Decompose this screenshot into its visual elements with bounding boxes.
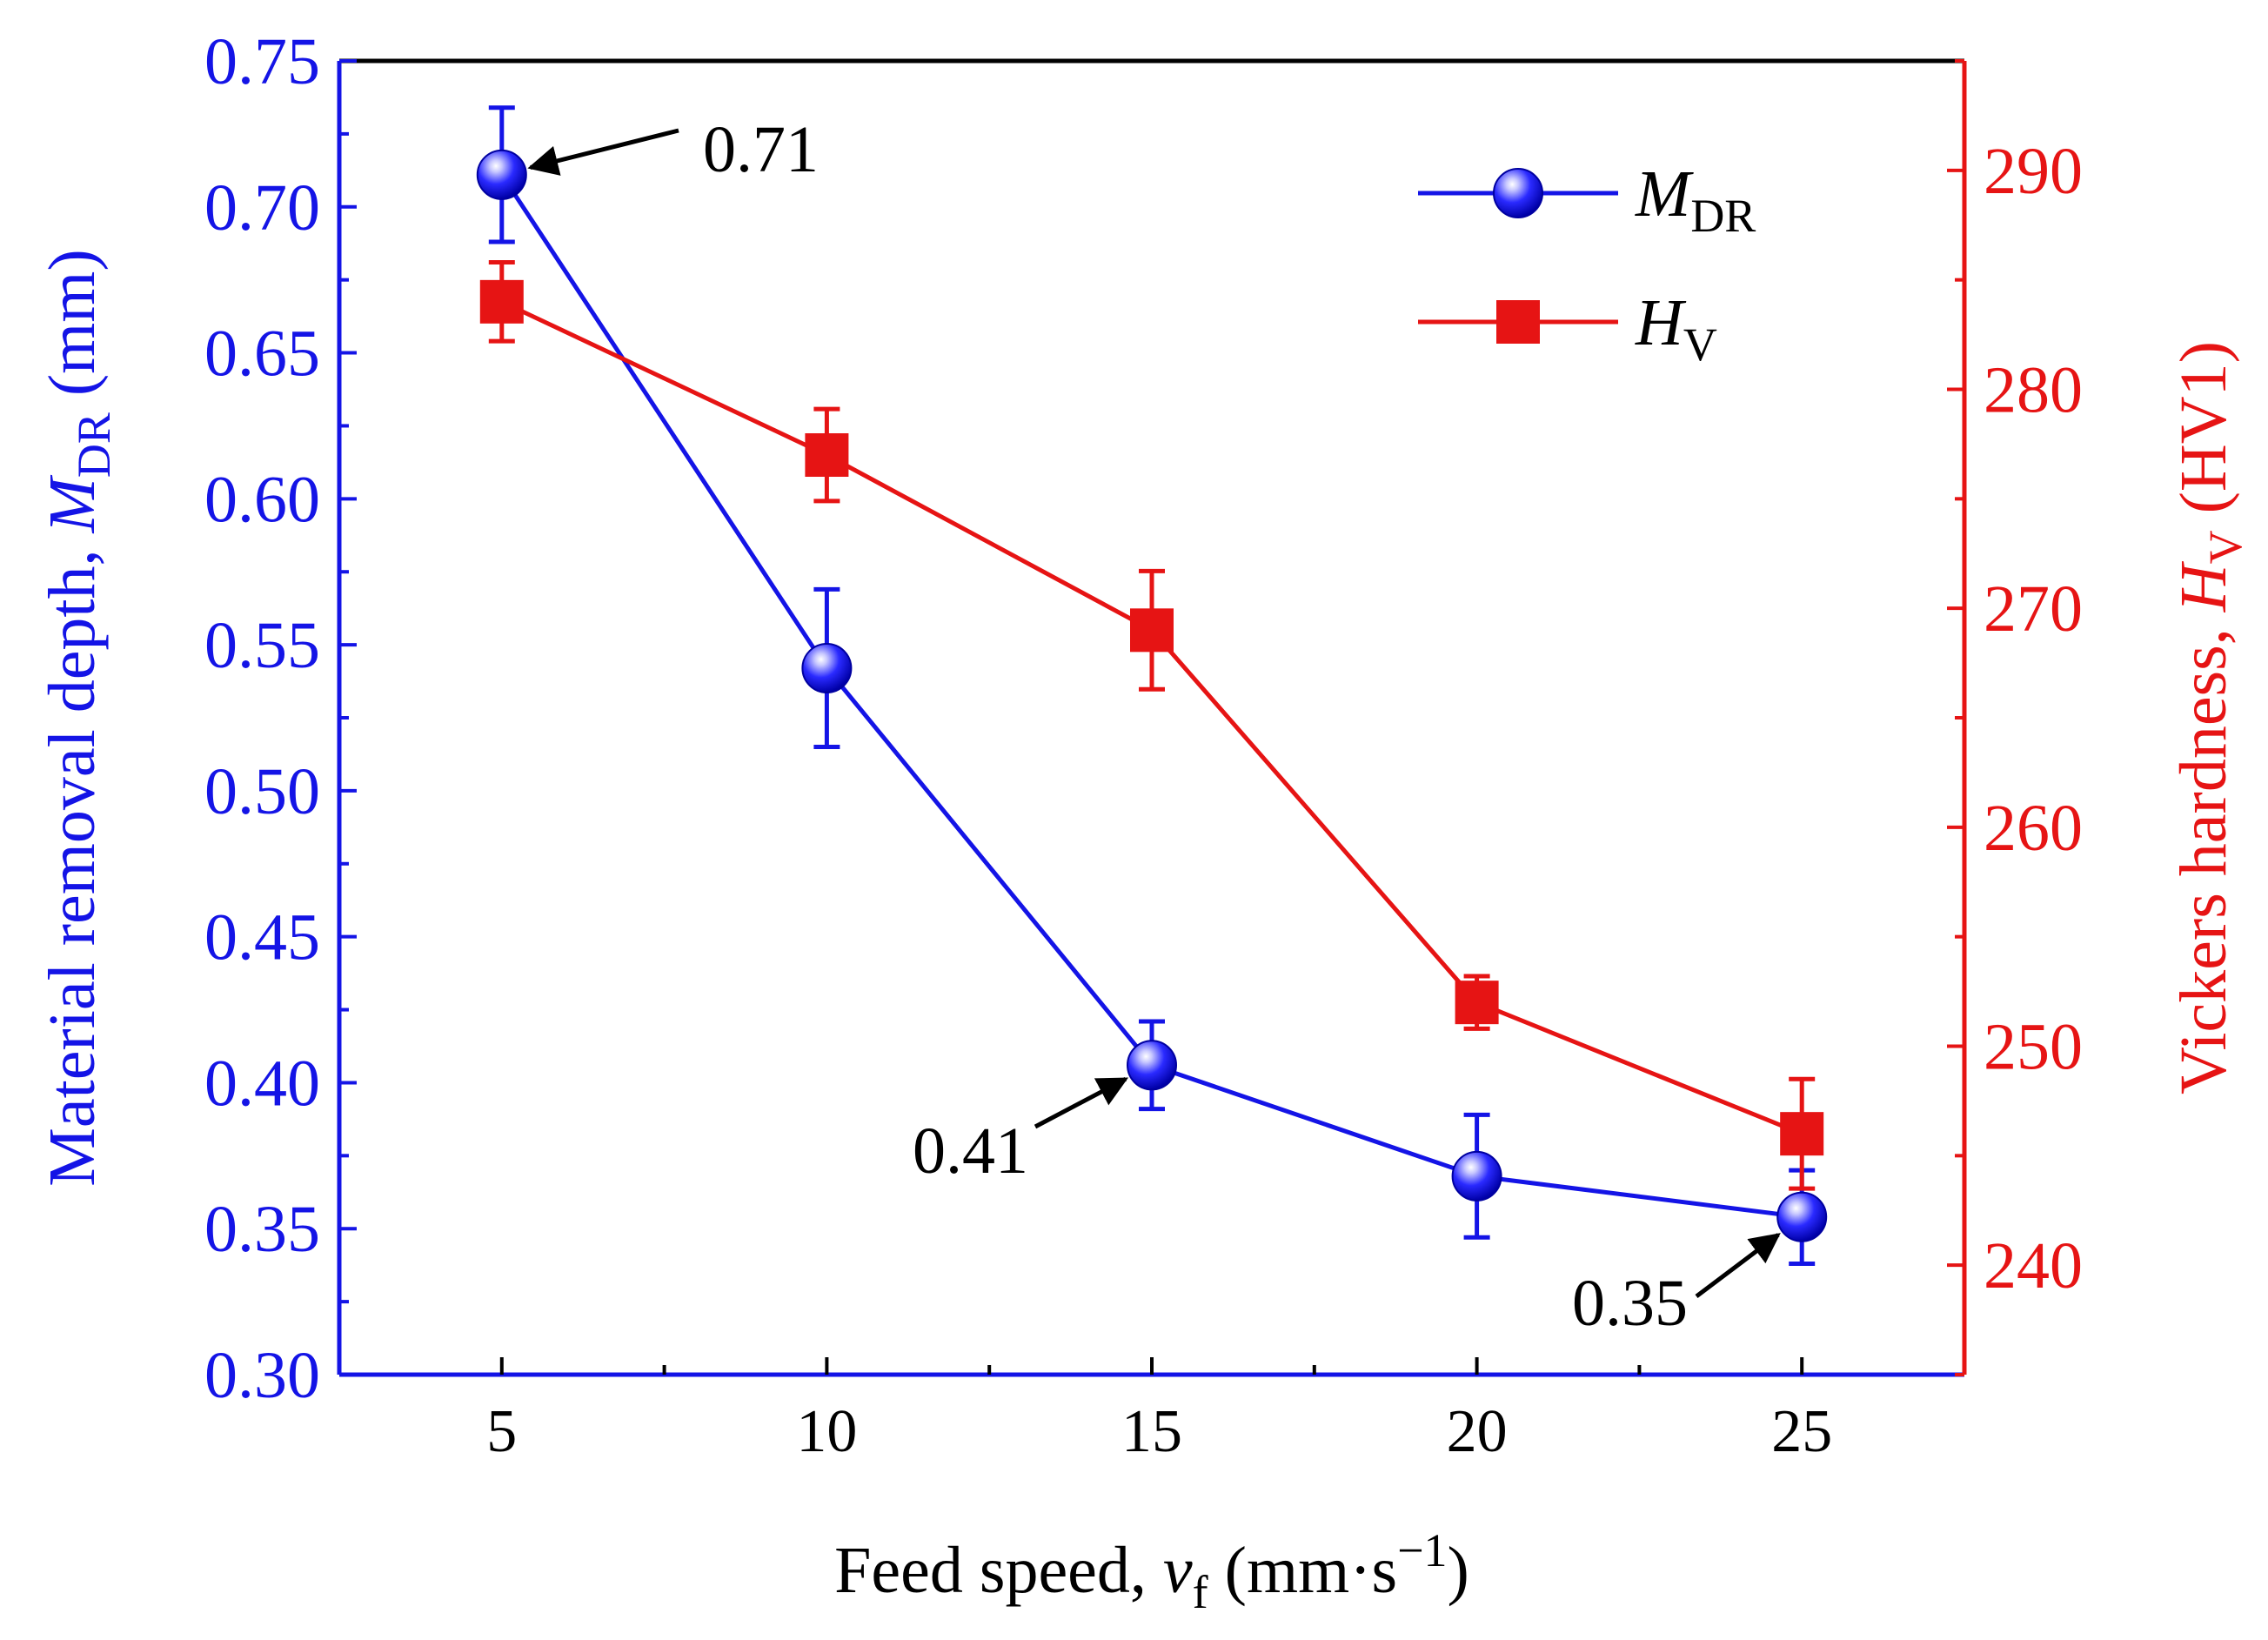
data-point [801, 642, 853, 693]
annotation-arrow [1034, 1076, 1129, 1129]
x-tick-label: 5 [486, 1398, 517, 1465]
x-label-close: ) [1448, 1534, 1469, 1607]
legend-var: M [1635, 157, 1694, 231]
annotation-label: 0.35 [1572, 1267, 1688, 1340]
y-left-label-unit: (mm) [36, 249, 109, 412]
legend-label: HV [1635, 286, 1717, 371]
x-label-sup: −1 [1397, 1524, 1447, 1576]
y-left-tick-label: 0.40 [204, 1047, 320, 1120]
y-left-tick-label: 0.35 [204, 1193, 320, 1266]
data-point [1130, 608, 1174, 653]
legend-entry: MDR [1418, 157, 1756, 242]
x-label-sub: f [1193, 1566, 1208, 1618]
x-label-var: v [1163, 1534, 1193, 1607]
y-right-tick-label: 250 [1984, 1011, 2083, 1084]
y-right-tick-label: 280 [1984, 354, 2083, 427]
legend-sub: DR [1690, 190, 1756, 242]
y-right-axis-label: Vickers hardness, HV (HV1) [2167, 341, 2251, 1094]
y-left-label-var: M [36, 474, 109, 533]
data-point [479, 279, 524, 324]
y-left-tick-label: 0.65 [204, 318, 320, 391]
x-label-unit: (mm·s [1208, 1534, 1397, 1607]
y-left-tick-label: 0.70 [204, 171, 320, 244]
legend-entry: HV [1418, 286, 1717, 371]
x-tick-label: 10 [796, 1398, 857, 1465]
y-left-tick-label: 0.50 [204, 755, 320, 828]
y-left-label-sub: DR [68, 412, 120, 478]
x-label-prefix: Feed speed, [834, 1534, 1163, 1607]
data-point [476, 149, 527, 200]
data-point [1451, 1150, 1502, 1202]
annotation-layer: 0.71 0.41 0.35 [527, 113, 1781, 1340]
y-right-tick-label: 290 [1984, 135, 2083, 208]
y-right-label-sub: V [2199, 530, 2251, 564]
y-left-tick-label: 0.75 [204, 25, 320, 98]
x-tick-label: 15 [1121, 1398, 1182, 1465]
annotation-label: 0.41 [913, 1115, 1028, 1188]
y-left-tick-label: 0.55 [204, 609, 320, 682]
annotation-label: 0.71 [703, 113, 819, 186]
series-H_V [479, 260, 1824, 1191]
data-point [805, 433, 849, 477]
data-point [1455, 981, 1499, 1025]
y-left-label-prefix: Material removal depth, [36, 532, 109, 1186]
data-point [1780, 1112, 1824, 1156]
y-left-axis-label: Material removal depth, MDR (mm) [36, 249, 120, 1186]
x-tick-label: 20 [1447, 1398, 1508, 1465]
annotation-arrow [1695, 1233, 1781, 1298]
y-left-tick-label: 0.60 [204, 463, 320, 536]
data-point [1127, 1040, 1177, 1091]
y-right-tick-label: 260 [1984, 792, 2083, 865]
x-tick-label: 25 [1771, 1398, 1832, 1465]
y-right-label-unit: (HV1) [2167, 341, 2240, 530]
y-right-label-prefix: Vickers hardness, [2167, 612, 2240, 1094]
y-left-tick-label: 0.30 [204, 1339, 320, 1412]
legend-label: MDR [1635, 157, 1756, 242]
legend-marker [1493, 168, 1543, 218]
legend-marker [1496, 300, 1540, 344]
series-M_DR [476, 105, 1828, 1266]
axis-labels: Feed speed, vf (mm·s−1) Material removal … [36, 249, 2251, 1618]
legend-var: H [1635, 286, 1687, 359]
y-left-tick-label: 0.45 [204, 901, 320, 974]
series-layer [476, 105, 1828, 1266]
legend-sub: V [1683, 318, 1717, 371]
data-point [1776, 1191, 1828, 1242]
y-right-tick-label: 270 [1984, 572, 2083, 646]
x-axis-label: Feed speed, vf (mm·s−1) [834, 1524, 1469, 1618]
y-right-label-var: H [2167, 560, 2240, 612]
annotation-arrow [527, 128, 679, 176]
series-line [500, 299, 1803, 1136]
y-right-tick-label: 240 [1984, 1229, 2083, 1302]
axes: 5 10 15 20 25 0.30 0.35 0.40 0.45 0.50 0.55 0.60 0.6… [204, 25, 2083, 1465]
